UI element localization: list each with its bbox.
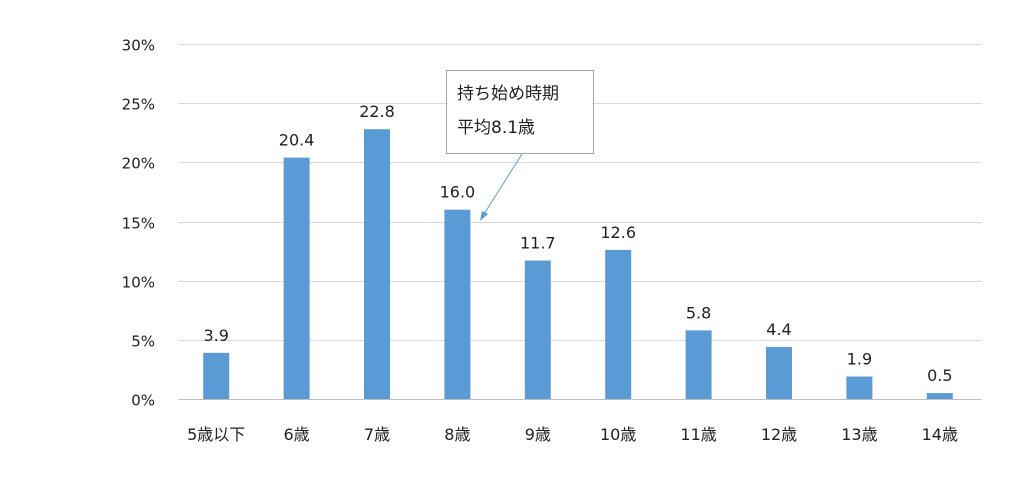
bar-5 [524,260,551,399]
value-label: 20.4 [279,131,315,150]
bar-3 [364,129,390,399]
x-tick-label: 7歳 [364,425,390,444]
x-tick-label: 6歳 [284,425,310,444]
annotation-arrow-line [483,153,523,215]
bar-8 [766,346,792,399]
value-label: 5.8 [686,303,711,322]
y-tick-label: 25% [122,96,155,114]
x-tick-label: 8歳 [444,425,470,444]
x-tick-label: 10歳 [600,425,636,444]
value-label: 11.7 [520,234,556,253]
y-tick-label: 20% [122,155,155,173]
y-axis: 0% 5% 10% 15% 20% 25% 30% [122,37,155,410]
value-label: 3.9 [203,326,228,345]
bar-10 [926,393,953,399]
annotation-arrow [480,153,523,221]
y-tick-label: 30% [122,37,155,55]
x-tick-label: 12歳 [761,425,797,444]
x-tick-label: 13歳 [841,425,877,444]
y-tick-label: 15% [122,215,155,233]
value-label: 12.6 [600,223,636,242]
value-label: 0.5 [927,366,952,385]
annotation-callout: 持ち始め時期 平均8.1歳 [446,70,594,154]
x-tick-label: 9歳 [525,425,551,444]
x-tick-label: 11歳 [680,425,716,444]
bar-4 [444,209,471,399]
bars [203,129,953,399]
value-label: 16.0 [440,183,476,202]
x-tick-label: 14歳 [922,425,958,444]
value-label: 4.4 [766,320,791,339]
bar-2 [283,157,310,399]
data-labels: 3.9 20.4 22.8 16.0 11.7 12.6 5.8 4.4 1.9 0.5 [203,102,952,385]
x-axis: 5歳以下 6歳 7歳 8歳 9歳 10歳 11歳 12歳 13歳 14歳 [187,425,958,444]
bar-1 [203,352,230,399]
bar-6 [605,249,632,399]
x-tick-label: 5歳以下 [187,425,245,444]
value-label: 1.9 [847,350,872,369]
y-tick-label: 10% [122,274,155,292]
bar-7 [685,330,712,399]
y-tick-label: 0% [131,392,155,410]
bar-9 [846,376,873,399]
annotation-arrow-head [480,211,488,221]
annotation-line2: 平均8.1歳 [457,118,536,138]
annotation-line1: 持ち始め時期 [457,84,559,104]
value-label: 22.8 [359,102,395,121]
y-tick-label: 5% [131,333,155,351]
